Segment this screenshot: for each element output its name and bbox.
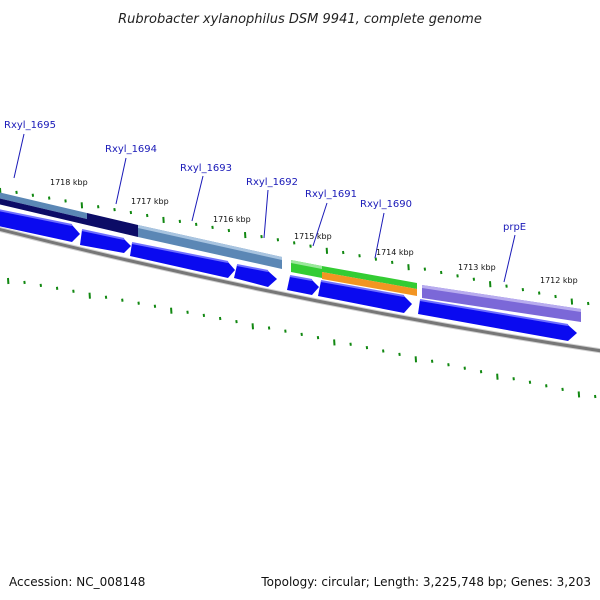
cds-arrow[interactable] [130, 243, 235, 278]
topology-text: Topology: circular; Length: 3,225,748 bp… [260, 575, 591, 589]
feature-rxyl-1693-highlight [138, 225, 282, 260]
feature-prpE[interactable] [422, 285, 581, 322]
cds-highlight [320, 280, 405, 297]
kbp-label-1718: 1718 kbp [50, 178, 88, 187]
kbp-label-1715: 1715 kbp [294, 232, 332, 241]
gene-label-rxyl-1694[interactable]: Rxyl_1694 [105, 144, 157, 155]
gene-label-prpE[interactable]: prpE [503, 222, 526, 233]
cds-track [0, 209, 577, 341]
cds-highlight [289, 275, 313, 281]
cds-arrow[interactable] [80, 230, 131, 253]
accession-text: Accession: NC_008148 [9, 575, 145, 589]
map-title: Rubrobacter xylanophilus DSM 9941, compl… [118, 12, 482, 27]
kbp-label-1713: 1713 kbp [458, 263, 496, 272]
kbp-label-1714: 1714 kbp [376, 248, 414, 257]
feature-prpE-highlight [422, 285, 581, 312]
cds-arrow[interactable] [234, 265, 277, 287]
leader-rxyl-1693 [191, 175, 204, 222]
cds-highlight [236, 264, 269, 272]
gene-label-rxyl-1693[interactable]: Rxyl_1693 [180, 163, 232, 174]
gene-label-rxyl-1690[interactable]: Rxyl_1690 [360, 199, 412, 210]
tick-marks-inner [0, 187, 590, 306]
feature-rxyl-1690[interactable] [322, 266, 417, 289]
kbp-label-1717: 1717 kbp [131, 197, 169, 206]
kbp-label-1712: 1712 kbp [540, 276, 578, 285]
genome-backbone [0, 227, 600, 353]
leader-rxyl-1690 [374, 212, 385, 259]
leader-rxyl-1694 [115, 157, 127, 205]
cds-arrow[interactable] [418, 300, 577, 341]
gene-label-leaders [13, 133, 516, 283]
leader-rxyl-1691 [312, 202, 328, 247]
leader-prpE [503, 234, 516, 283]
leader-rxyl-1692 [263, 189, 269, 239]
cds-highlight [0, 209, 73, 226]
gene-label-rxyl-1695[interactable]: Rxyl_1695 [4, 120, 56, 131]
feature-track [0, 192, 581, 322]
leader-rxyl-1695 [13, 133, 25, 179]
feature-rxyl-1691-highlight [291, 260, 322, 269]
feature-rxyl-1690-orange[interactable] [322, 272, 417, 296]
cds-arrow[interactable] [0, 210, 80, 242]
cds-highlight [81, 229, 125, 240]
tick-marks-outer [7, 277, 597, 399]
feature-rxyl-1694[interactable] [87, 213, 138, 237]
gene-label-rxyl-1692[interactable]: Rxyl_1692 [246, 177, 298, 188]
kbp-label-1716: 1716 kbp [213, 215, 251, 224]
feature-rxyl-1695-dark[interactable] [0, 198, 87, 225]
cds-highlight [419, 299, 569, 326]
gene-label-rxyl-1691[interactable]: Rxyl_1691 [305, 189, 357, 200]
cds-arrow[interactable] [318, 281, 412, 313]
feature-rxyl-1695[interactable] [0, 192, 87, 219]
cds-highlight [131, 242, 229, 263]
